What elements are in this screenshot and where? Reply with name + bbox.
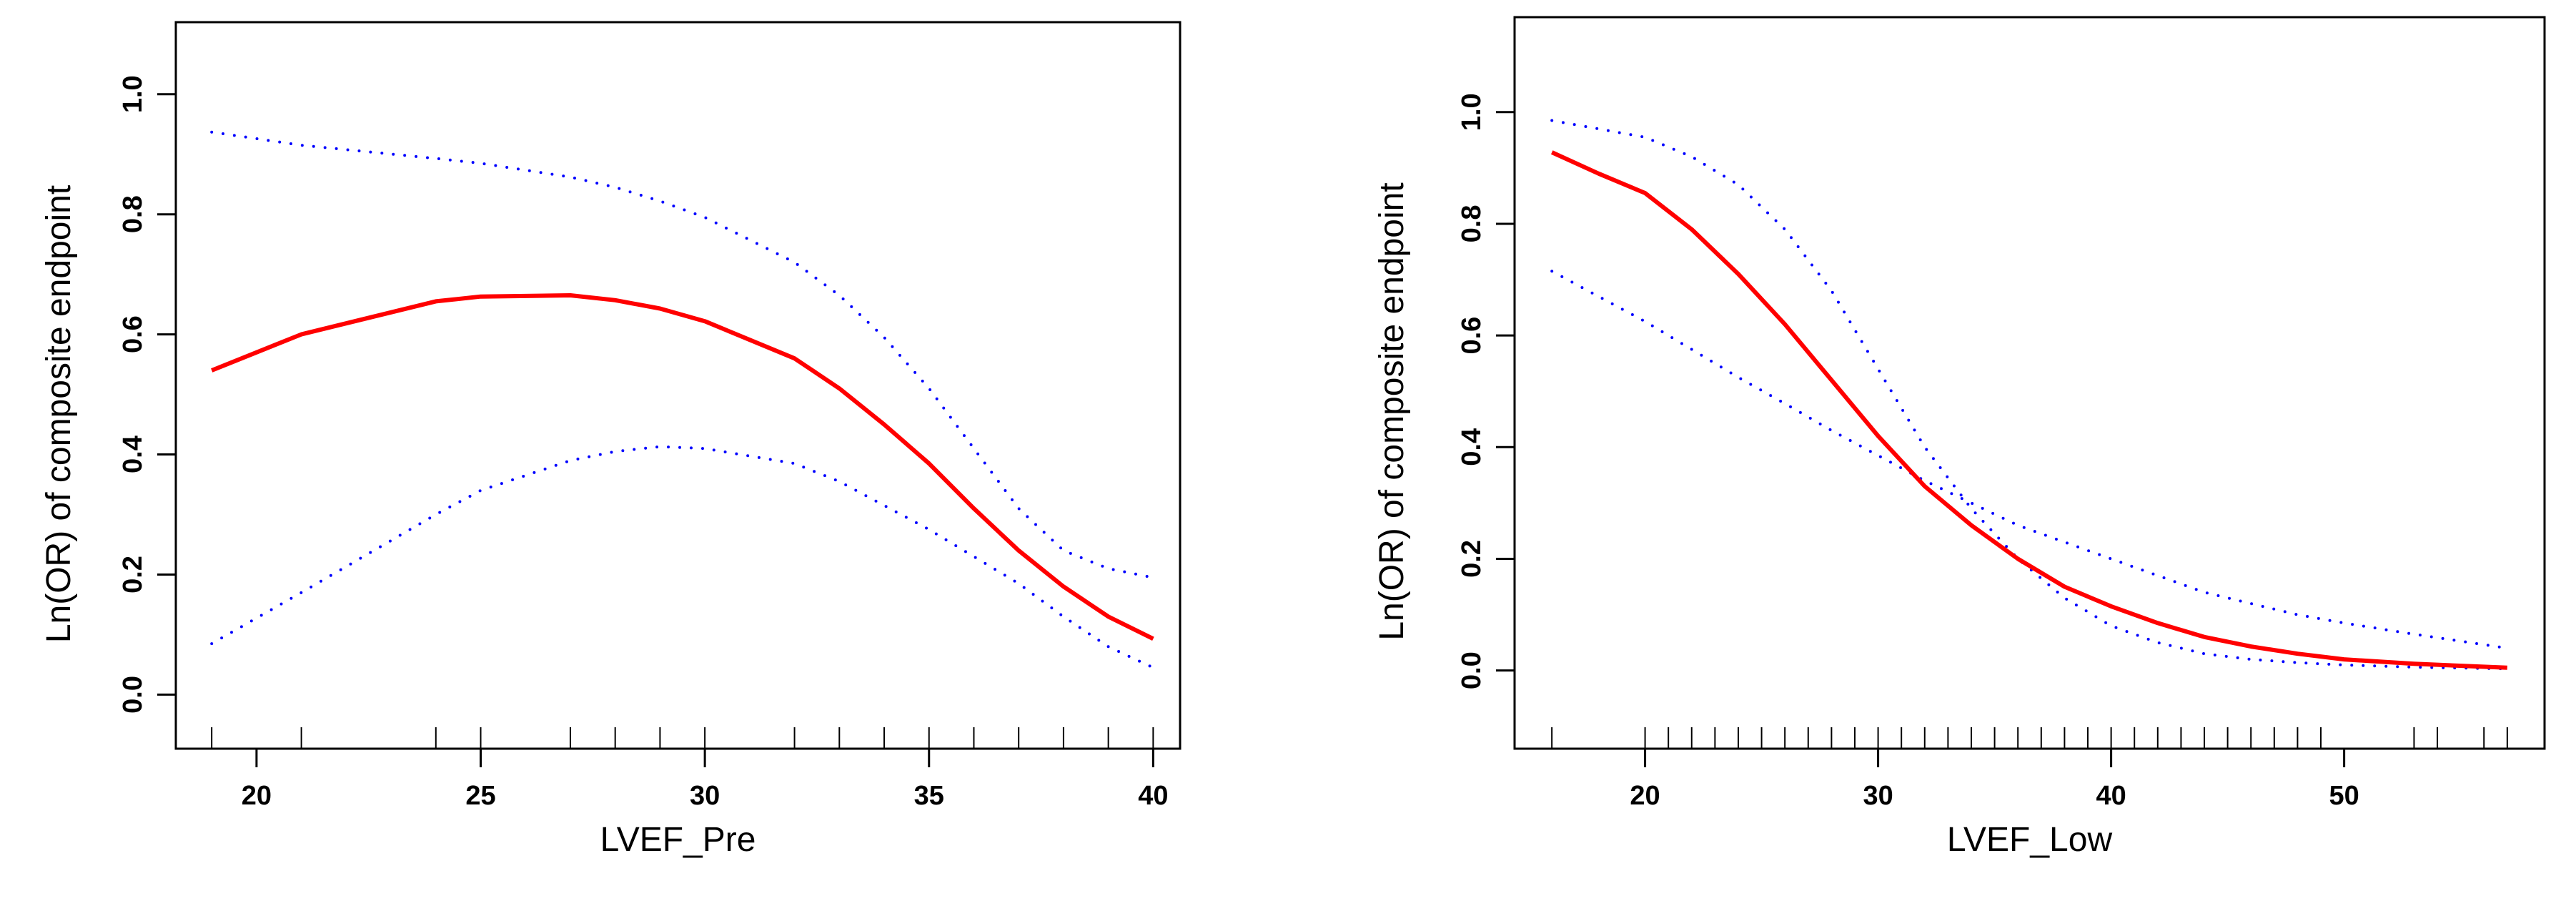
y-tick-label: 0.6 [118, 315, 148, 353]
y-axis-title: Ln(OR) of composite endpoint [1373, 182, 1411, 640]
y-axis-title: Ln(OR) of composite endpoint [40, 185, 78, 643]
ci-upper-line [210, 130, 1155, 579]
plot-frame [174, 21, 1182, 750]
ci-lower-line [210, 445, 1155, 669]
y-tick-label: 0.8 [1457, 205, 1487, 243]
ci-lower-line [1550, 270, 2509, 650]
x-tick-label: 50 [2329, 781, 2359, 811]
x-tick-label: 40 [1138, 781, 1168, 811]
x-tick-label: 35 [914, 781, 944, 811]
y-tick-label: 0.8 [118, 195, 148, 233]
y-tick-label: 0.4 [1457, 428, 1487, 466]
y-tick-label: 0.0 [1457, 651, 1487, 689]
y-tick-label: 0.6 [1457, 317, 1487, 355]
x-tick-label: 25 [465, 781, 495, 811]
x-tick-label: 40 [2096, 781, 2126, 811]
x-tick-label: 30 [1863, 781, 1893, 811]
fit-line [211, 293, 1154, 641]
x-tick-label: 30 [690, 781, 720, 811]
panel-2: 20 30 40 50 0.0 0.2 0.4 0.6 0.8 1.0 LVEF_Low Ln(OR)… [1373, 16, 2546, 859]
fit-line [1550, 150, 2507, 670]
y-tick-label: 0.4 [118, 435, 148, 473]
y-tick-label: 1.0 [118, 75, 148, 113]
y-tick-label: 0.2 [1457, 540, 1487, 578]
y-tick-label: 0.2 [118, 556, 148, 594]
y-tick-label: 1.0 [1457, 93, 1487, 131]
y-tick-label: 0.0 [118, 676, 148, 714]
x-axis-title: LVEF_Low [1947, 821, 2113, 859]
x-axis-title: LVEF_Pre [600, 821, 756, 859]
x-tick-label: 20 [1630, 781, 1660, 811]
panel-1: 20 25 30 35 40 0.0 0.2 0.4 0.6 0.8 1.0 LVEF_Pre Ln(O… [40, 21, 1182, 859]
plot-frame [1513, 16, 2546, 750]
ci-upper-line [1550, 119, 2509, 671]
x-tick-label: 20 [242, 781, 272, 811]
